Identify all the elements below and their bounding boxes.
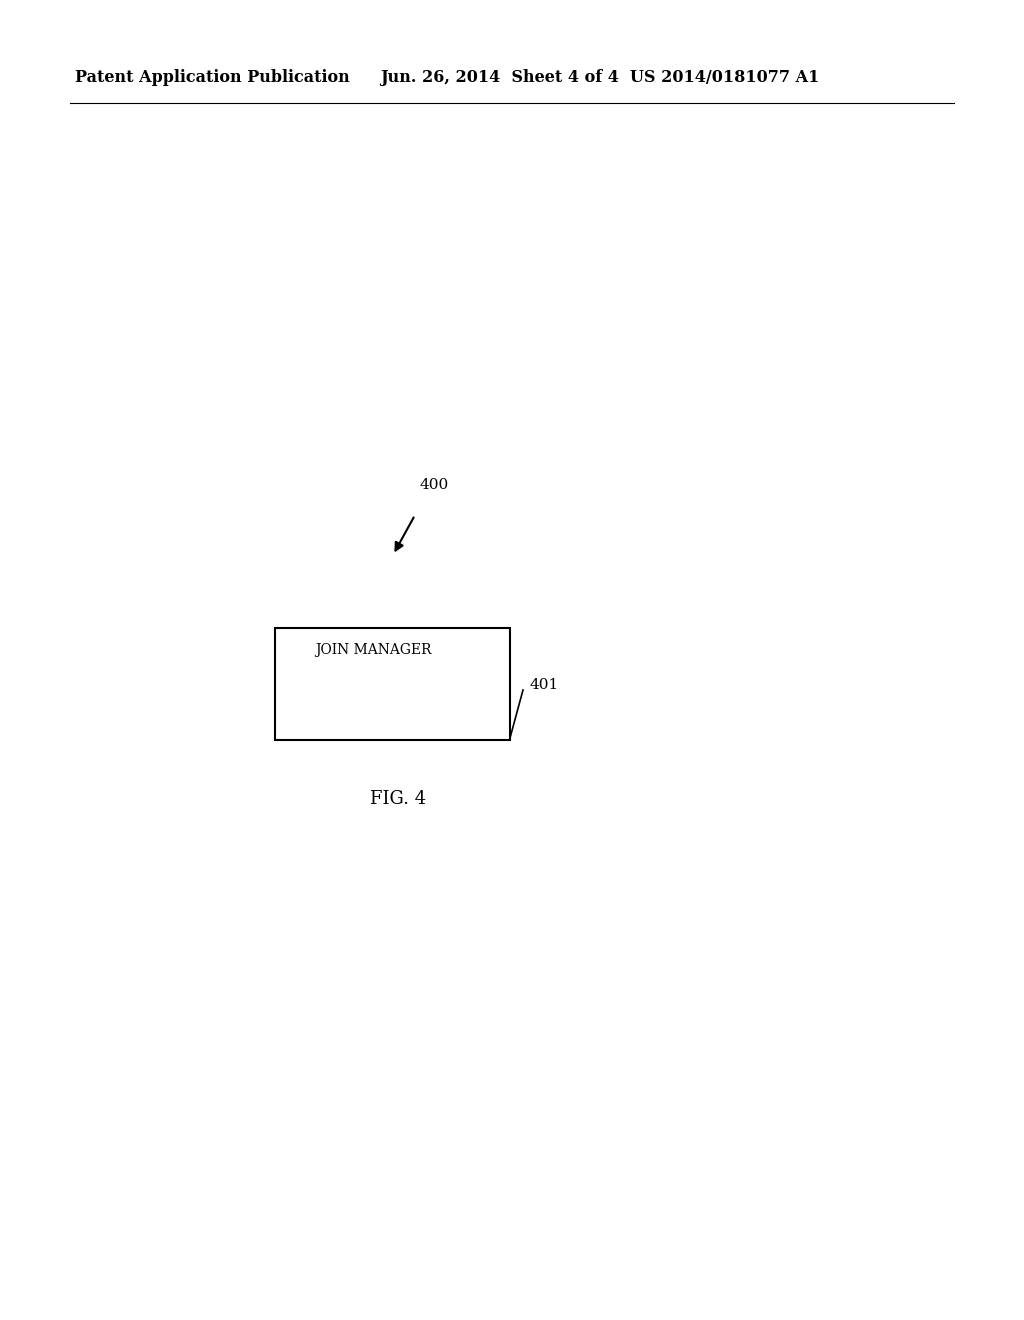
Text: FIG. 4: FIG. 4 [370, 789, 426, 808]
Text: Jun. 26, 2014  Sheet 4 of 4: Jun. 26, 2014 Sheet 4 of 4 [380, 70, 618, 87]
Text: 400: 400 [420, 478, 450, 492]
Text: Patent Application Publication: Patent Application Publication [75, 70, 350, 87]
Text: 401: 401 [530, 678, 559, 692]
Text: JOIN MANAGER: JOIN MANAGER [315, 643, 432, 657]
Bar [275, 628, 510, 741]
Text: US 2014/0181077 A1: US 2014/0181077 A1 [630, 70, 819, 87]
